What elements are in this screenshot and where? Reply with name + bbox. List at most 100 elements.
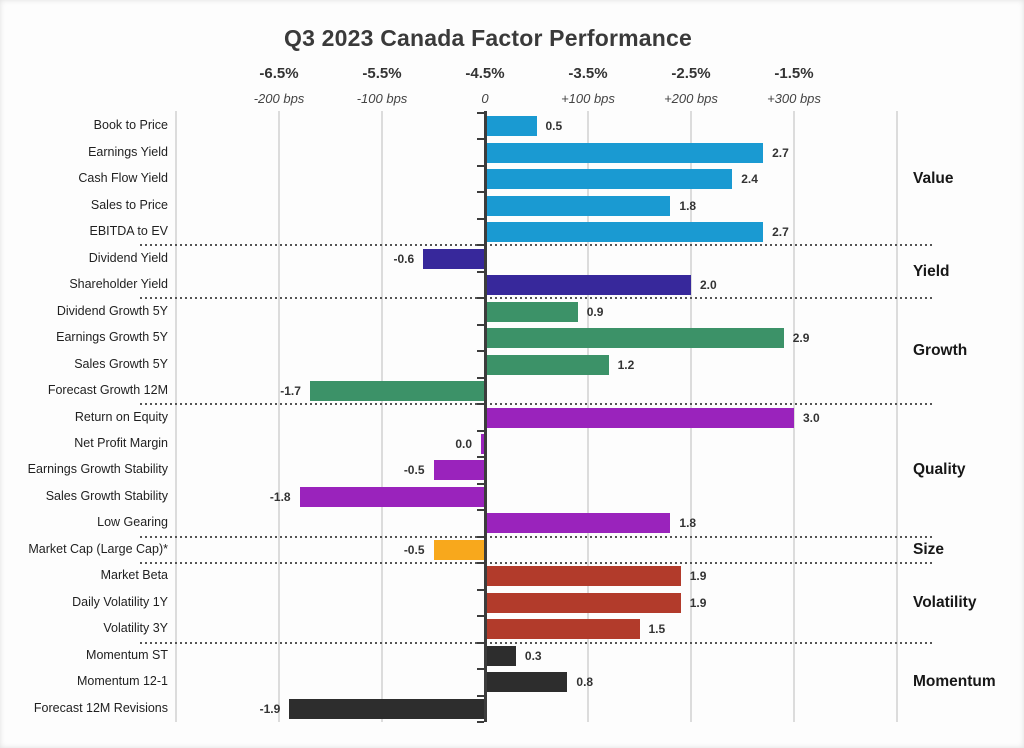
group-separator: [140, 562, 933, 565]
bar: [485, 275, 691, 296]
category-label: Daily Volatility 1Y: [72, 594, 168, 609]
bar: [485, 513, 671, 534]
chart-title: Q3 2023 Canada Factor Performance: [284, 25, 692, 51]
value-label: 0.8: [576, 675, 594, 690]
group-separator: [140, 403, 933, 406]
value-label: 1.9: [689, 569, 707, 584]
group-separator: [140, 535, 933, 538]
value-label: -1.9: [259, 701, 281, 716]
value-label: 2.4: [741, 172, 758, 187]
value-label: 2.0: [700, 278, 717, 293]
value-label: 1.8: [679, 516, 697, 531]
axis-bps-label: 0: [481, 91, 489, 106]
value-label: 0.5: [545, 119, 563, 134]
axis-percent-label: -3.5%: [568, 65, 608, 82]
category-label: Net Profit Margin: [74, 436, 168, 450]
zero-axis-tick: [477, 721, 484, 724]
value-label: 2.9: [792, 331, 810, 346]
bar: [309, 381, 485, 402]
category-label: Dividend Yield: [88, 250, 168, 265]
bar: [299, 486, 485, 507]
zero-axis-tick: [477, 112, 484, 114]
zero-axis: [484, 111, 487, 722]
value-label: 2.7: [772, 225, 789, 240]
zero-axis-tick: [477, 456, 484, 459]
bar: [481, 434, 485, 454]
zero-axis-tick: [477, 350, 484, 353]
category-label: Sales to Price: [90, 197, 168, 212]
category-label: Low Gearing: [97, 515, 168, 530]
value-label: -1.7: [280, 384, 301, 399]
group-label-growth: Growth: [913, 342, 968, 360]
axis-percent-label: -5.5%: [362, 65, 402, 82]
bar: [485, 222, 764, 243]
zero-axis-tick: [477, 323, 484, 326]
zero-axis-tick: [477, 217, 484, 220]
group-label-value: Value: [913, 170, 954, 188]
category-label: EBITDA to EV: [89, 224, 168, 239]
group-label-quality: Quality: [913, 461, 966, 479]
category-label: Earnings Growth Stability: [27, 462, 168, 477]
zero-axis-tick: [477, 376, 484, 379]
zero-axis-tick: [477, 562, 484, 565]
category-label: Forecast Growth 12M: [47, 383, 168, 398]
category-label: Cash Flow Yield: [78, 171, 168, 186]
bar: [485, 116, 537, 137]
bar: [289, 698, 485, 719]
value-label: 2.7: [772, 145, 789, 160]
value-label: -0.5: [403, 542, 425, 557]
category-label: Dividend Growth 5Y: [56, 303, 168, 318]
axis-bps-label: +100 bps: [561, 91, 615, 106]
axis-percent-label: -4.5%: [465, 65, 505, 82]
gridline: [896, 111, 898, 722]
value-label: 1.9: [689, 595, 707, 610]
value-label: -1.8: [269, 489, 291, 504]
category-label: Forecast 12M Revisions: [33, 700, 168, 715]
category-label: Market Cap (Large Cap)*: [28, 541, 168, 556]
zero-axis-tick: [477, 668, 484, 671]
category-label: Momentum ST: [86, 647, 168, 662]
bar: [485, 619, 640, 640]
category-label: Return on Equity: [74, 409, 168, 424]
group-label-size: Size: [913, 540, 945, 558]
bar: [485, 407, 794, 428]
zero-axis-tick: [477, 615, 484, 618]
zero-axis-tick: [477, 191, 484, 194]
value-label: 0.9: [586, 304, 604, 319]
group-separator: [140, 641, 933, 644]
group-separator: [140, 244, 933, 247]
bar: [433, 460, 485, 481]
bar: [485, 592, 681, 613]
gridline: [381, 111, 383, 722]
bar: [485, 566, 681, 587]
zero-axis-tick: [477, 244, 484, 247]
zero-axis-tick: [477, 509, 484, 512]
bar: [485, 142, 764, 163]
category-label: Momentum 12-1: [76, 674, 168, 689]
zero-axis-tick: [477, 429, 484, 432]
group-separator: [140, 297, 933, 300]
category-label: Book to Price: [93, 118, 168, 133]
category-label: Volatility 3Y: [103, 621, 168, 636]
bar: [485, 169, 733, 190]
zero-axis-tick: [477, 403, 484, 406]
axis-percent-label: -6.5%: [259, 65, 299, 82]
axis-percent-label: -2.5%: [671, 65, 711, 82]
bar: [485, 328, 784, 349]
category-label: Shareholder Yield: [69, 277, 168, 292]
value-label: 3.0: [803, 410, 820, 425]
gridline: [278, 111, 280, 722]
bar: [433, 539, 485, 560]
zero-axis-tick: [477, 588, 484, 591]
group-label-volatility: Volatility: [913, 593, 977, 611]
zero-axis-tick: [477, 270, 484, 273]
value-label: 1.5: [648, 622, 666, 637]
value-label: -0.6: [393, 251, 415, 266]
category-label: Sales Growth Stability: [45, 488, 168, 503]
zero-axis-tick: [477, 297, 484, 300]
axis-bps-label: -100 bps: [356, 91, 408, 106]
bar: [485, 645, 516, 666]
zero-axis-tick: [477, 138, 484, 141]
value-label: 0.0: [455, 437, 472, 451]
